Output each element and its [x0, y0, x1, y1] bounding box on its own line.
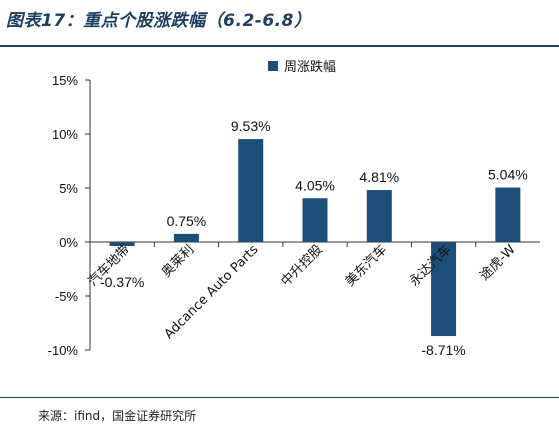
- data-label: 4.05%: [295, 177, 335, 193]
- y-axis: 15% 10% 5% 0% -5% -10%: [48, 73, 540, 358]
- category-label: 奥莱利: [159, 242, 197, 280]
- y-tick-label: 5%: [59, 181, 78, 196]
- bar: [495, 187, 521, 242]
- bottom-divider: [0, 397, 559, 398]
- y-tick-label: 15%: [52, 73, 78, 88]
- bars: [109, 139, 521, 337]
- bar: [366, 190, 392, 242]
- data-label: -0.37%: [100, 274, 144, 290]
- bar: [173, 233, 199, 242]
- data-label: -8.71%: [421, 342, 465, 358]
- category-label: 美东汽车: [342, 242, 390, 290]
- data-label: 9.53%: [231, 118, 271, 134]
- y-tick-label: 0%: [59, 235, 78, 250]
- category-label: 中升控股: [278, 242, 325, 289]
- bar: [302, 198, 328, 242]
- data-label: 5.04%: [488, 167, 528, 183]
- source-note: 来源：ifind，国金证券研究所: [38, 409, 197, 423]
- legend: 周涨跌幅: [268, 59, 336, 75]
- data-label: 4.81%: [359, 169, 399, 185]
- bar: [431, 242, 457, 337]
- bar: [109, 242, 135, 246]
- y-tick-label: -10%: [48, 343, 79, 358]
- legend-swatch: [268, 61, 278, 71]
- y-tick-label: 10%: [52, 127, 78, 142]
- chart-title: 图表17：重点个股涨跌幅（6.2-6.8）: [6, 11, 312, 31]
- top-divider: [0, 45, 559, 47]
- y-tick-label: -5%: [55, 289, 79, 304]
- data-label: 0.75%: [167, 213, 207, 229]
- category-label: 途虎-W: [477, 241, 519, 283]
- legend-label: 周涨跌幅: [284, 59, 336, 75]
- bar: [238, 139, 264, 242]
- value-labels: -0.37% 0.75% 9.53% 4.05% 4.81% -8.71% 5.04%: [100, 118, 528, 358]
